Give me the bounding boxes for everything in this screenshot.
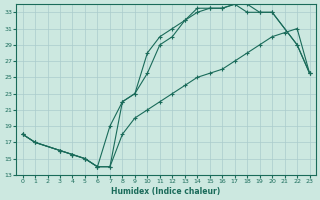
X-axis label: Humidex (Indice chaleur): Humidex (Indice chaleur) — [111, 187, 221, 196]
